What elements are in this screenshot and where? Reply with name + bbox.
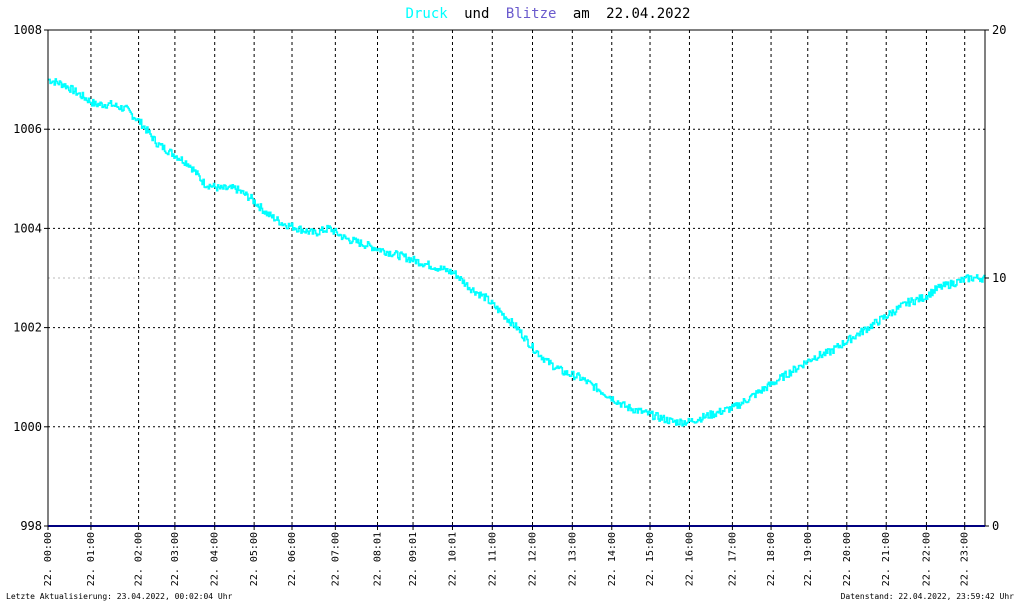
x-axis-ticks: 22. 00:00 22. 01:00 22. 02:00 22. 03:00 22. … bbox=[43, 526, 971, 586]
left-tick-label: 1002 bbox=[13, 321, 42, 335]
left-tick-label: 1004 bbox=[13, 221, 42, 235]
left-tick-label: 1000 bbox=[13, 420, 42, 434]
x-tick-label: 22. 17:00 bbox=[727, 532, 738, 586]
x-tick-label: 22. 01:00 bbox=[86, 532, 97, 586]
chart-title: Druck und Blitze am 22.04.2022 bbox=[406, 6, 691, 22]
last-update-note: Letzte Aktualisierung: 23.04.2022, 00:02… bbox=[6, 592, 233, 601]
data-status-note: Datenstand: 22.04.2022, 23:59:42 Uhr bbox=[840, 592, 1014, 601]
x-tick-label: 22. 11:00 bbox=[487, 532, 498, 586]
title-und: und bbox=[464, 6, 489, 22]
title-am: am bbox=[573, 6, 590, 22]
x-tick-label: 22. 03:00 bbox=[170, 532, 181, 586]
series-layer bbox=[48, 78, 986, 427]
x-tick-label: 22. 21:00 bbox=[881, 532, 892, 586]
right-tick-label: 10 bbox=[992, 271, 1006, 285]
x-tick-label: 22. 05:00 bbox=[249, 532, 260, 586]
series-druck-line bbox=[48, 78, 986, 427]
left-tick-label: 1008 bbox=[13, 23, 42, 37]
title-blitze: Blitze bbox=[506, 6, 557, 22]
x-tick-label: 22. 18:00 bbox=[766, 532, 777, 586]
x-tick-label: 22. 13:00 bbox=[567, 532, 578, 586]
title-date: 22.04.2022 bbox=[606, 6, 690, 22]
title-druck: Druck bbox=[406, 6, 449, 22]
svg-text:Druck und Blitze: Druck und Blitze am 22.04.2022 bbox=[406, 6, 691, 22]
x-tick-label: 22. 23:00 bbox=[960, 532, 971, 586]
left-tick-label: 1006 bbox=[13, 122, 42, 136]
x-tick-label: 22. 16:00 bbox=[684, 532, 695, 586]
x-tick-label: 22. 00:00 bbox=[43, 532, 54, 586]
x-tick-label: 22. 12:00 bbox=[528, 532, 539, 586]
x-tick-label: 22. 10:01 bbox=[447, 532, 458, 586]
right-tick-label: 20 bbox=[992, 23, 1006, 37]
x-tick-label: 22. 08:01 bbox=[373, 532, 384, 586]
left-tick-label: 998 bbox=[20, 519, 42, 533]
horizontal-grid bbox=[48, 128, 985, 428]
x-tick-label: 22. 20:00 bbox=[842, 532, 853, 586]
x-tick-label: 22. 04:00 bbox=[210, 532, 221, 586]
x-tick-label: 22. 14:00 bbox=[607, 532, 618, 586]
right-axis-ticks: 0 10 20 bbox=[985, 23, 1006, 533]
x-tick-label: 22. 09:01 bbox=[408, 532, 419, 586]
x-tick-label: 22. 22:00 bbox=[921, 532, 932, 586]
x-tick-label: 22. 15:00 bbox=[645, 532, 656, 586]
x-tick-label: 22. 07:00 bbox=[330, 532, 341, 586]
x-tick-label: 22. 06:00 bbox=[287, 532, 298, 586]
x-tick-label: 22. 02:00 bbox=[134, 532, 145, 586]
left-axis-ticks: 998 1000 1002 1004 1006 1008 bbox=[13, 23, 48, 533]
x-tick-label: 22. 19:00 bbox=[803, 532, 814, 586]
right-tick-label: 0 bbox=[992, 519, 999, 533]
